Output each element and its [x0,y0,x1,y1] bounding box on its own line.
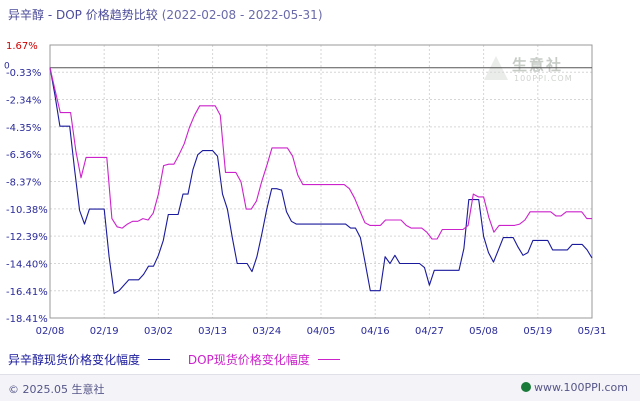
chart-title: 异辛醇 - DOP 价格趋势比较 (2022-02-08 - 2022-05-31… [8,6,323,23]
legend-item-series-1: 异辛醇现货价格变化幅度 [8,351,171,368]
chart-title-range: (2022-02-08 - 2022-05-31) [161,8,323,22]
legend-swatch-series-2 [317,359,340,360]
chart-axes [49,44,593,319]
legend-swatch-series-1 [148,359,171,360]
y-tick-label: -12.39% [6,232,48,243]
site-link[interactable]: www.100PPI.com [521,381,628,394]
legend-label-series-1: 异辛醇现货价格变化幅度 [8,353,141,367]
x-tick-label: 02/08 [36,326,65,337]
x-tick-label: 04/05 [307,326,336,337]
chart-grid [49,44,593,319]
watermark-text: 生意社 [512,56,564,74]
y-tick-label: -10.38% [6,205,48,216]
x-tick-label: 05/08 [469,326,498,337]
y-tick-label: -4.35% [6,123,41,134]
zero-marker-label: 0 [4,62,10,72]
x-tick-label: 03/02 [144,326,173,337]
series-line-2 [49,67,592,240]
site-url[interactable]: www.100PPI.com [534,381,628,394]
y-tick-label: -18.41% [6,314,48,325]
x-tick-label: 03/24 [252,326,281,337]
y-tick-label: -2.34% [6,96,41,107]
watermark-sub: 100PPI.COM [514,74,573,83]
x-tick-label: 04/27 [415,326,444,337]
x-tick-label: 05/19 [523,326,552,337]
x-axis-tick-labels: 02/08 02/19 03/02 03/13 03/24 04/05 04/16 04/27… [36,326,607,337]
site-logo-icon [521,382,532,392]
y-tick-label: -0.33% [6,68,41,79]
y-axis-tick-labels: 1.67% -0.33% -2.34% -4.35% -6.36% -8.37% -10.3… [4,41,48,325]
chart-series [49,67,593,294]
chart-legend: 异辛醇现货价格变化幅度 DOP现货价格变化幅度 [8,351,354,368]
series-line-1 [49,67,593,294]
x-tick-label: 03/13 [198,326,227,337]
copyright-text: © 2025.05 生意社 [8,383,105,396]
watermark-logo: 生意社 100PPI.COM [480,52,580,88]
y-tick-label: -8.37% [6,178,41,189]
x-tick-label: 05/31 [578,326,607,337]
y-tick-label: -16.41% [6,287,48,298]
x-tick-label: 04/16 [361,326,390,337]
legend-label-series-2: DOP现货价格变化幅度 [187,353,310,367]
y-tick-label: 1.67% [6,41,38,52]
footer-bar: © 2025.05 生意社 www.100PPI.com [0,374,640,401]
y-tick-label: -6.36% [6,150,41,161]
legend-item-series-2: DOP现货价格变化幅度 [188,351,340,368]
y-tick-label: -14.40% [6,259,48,270]
chart-title-main: 异辛醇 - DOP 价格趋势比较 [8,8,158,22]
line-chart: 1.67% -0.33% -2.34% -4.35% -6.36% -8.37% -10.3… [4,41,607,337]
plot-frame [49,44,593,319]
x-tick-label: 02/19 [90,326,119,337]
